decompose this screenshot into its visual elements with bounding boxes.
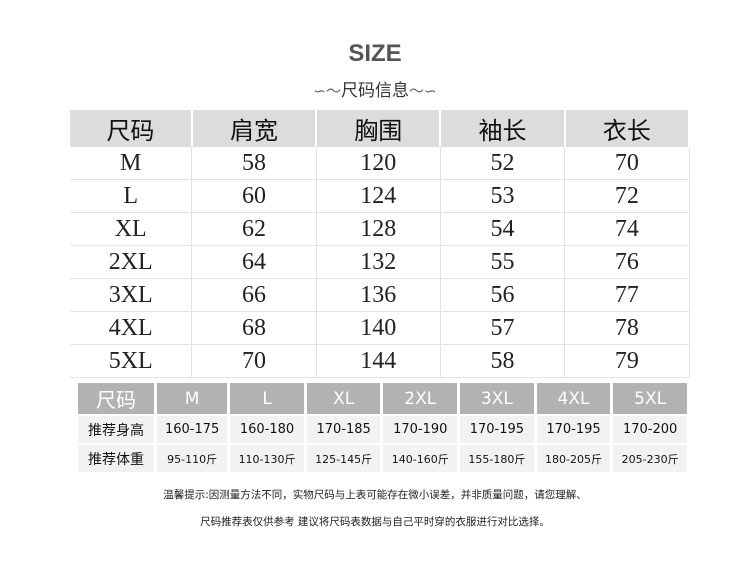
table-cell: 52 [440,147,566,180]
table-cell: 155-180斤 [458,443,537,472]
header-cell: 胸围 [316,110,442,147]
size-measurement-table: 尺码 肩宽 胸围 袖长 衣长 M 58 120 52 70 L 60 124 53 72 XL 62 1… [70,110,691,378]
table-cell: XL [70,212,193,246]
table-row: M 58 120 52 70 [70,147,690,180]
table-row: 推荐身高 160-175 160-180 170-185 170-190 170-195 1… [78,414,690,444]
header-cell: 尺码 [78,383,157,415]
table-cell: 76 [564,245,690,279]
table-cell: 70 [191,344,317,378]
table-cell: 64 [191,245,317,279]
table-cell: 170-185 [305,414,384,444]
table-cell: 124 [316,179,441,213]
table-cell: 160-180 [228,414,307,444]
table-cell: 74 [564,212,690,246]
row-label: 推荐身高 [78,414,157,444]
table-cell: 125-145斤 [305,443,384,472]
table-cell: 2XL [70,245,193,279]
disclaimer-note: 温馨提示:因测量方法不同，实物尺码与上表可能存在微小误差，并非质量问题，请您理解… [163,489,587,501]
table-cell: 3XL [70,278,193,312]
header-cell: 4XL [535,383,614,415]
header-cell: 袖长 [440,110,566,147]
table-row: 3XL 66 136 56 77 [70,278,690,312]
table-cell: 66 [191,278,317,312]
table-cell: 170-195 [535,414,614,444]
swirl-ornament-left-icon: ∽〜 [313,82,341,100]
subtitle-text: 尺码信息 [341,81,409,101]
table-cell: 70 [564,147,690,180]
table-cell: 132 [316,245,441,279]
header-cell: 衣长 [564,110,691,147]
table-header-row: 尺码 肩宽 胸围 袖长 衣长 [70,110,691,147]
size-recommendation-table: 尺码 M L XL 2XL 3XL 4XL 5XL 推荐身高 160-175 160-180 170… [78,383,690,472]
table-header-row: 尺码 M L XL 2XL 3XL 4XL 5XL [78,383,690,415]
table-row: 4XL 68 140 57 78 [70,311,690,345]
table-row: 推荐体重 95-110斤 110-130斤 125-145斤 140-160斤 155-1… [78,443,690,472]
table-cell: 77 [564,278,690,312]
table-cell: 58 [440,344,566,378]
swirl-ornament-right-icon: 〜∽ [409,82,437,100]
table-row: XL 62 128 54 74 [70,212,690,246]
table-cell: 120 [316,147,441,180]
table-cell: 95-110斤 [155,443,231,472]
table-cell: L [70,179,193,213]
table-cell: 205-230斤 [611,443,690,472]
recommendation-note: 尺码推荐表仅供参考 建议将尺码表数据与自己平时穿的衣服进行对比选择。 [200,516,550,528]
row-label: 推荐体重 [78,443,157,472]
page-title: SIZE [348,40,402,67]
table-cell: 110-130斤 [228,443,307,472]
table-row: 2XL 64 132 55 76 [70,245,690,279]
header-cell: 2XL [381,383,461,415]
table-cell: 180-205斤 [535,443,614,472]
header-cell: L [228,383,307,415]
header-cell: 3XL [458,383,537,415]
header-cell: 5XL [611,383,690,415]
table-row: 5XL 70 144 58 79 [70,344,690,378]
header-cell: XL [305,383,384,415]
table-cell: 55 [440,245,566,279]
table-cell: 56 [440,278,566,312]
table-cell: 170-190 [381,414,461,444]
table-cell: 57 [440,311,566,345]
table-cell: 140-160斤 [381,443,461,472]
table-cell: 170-200 [611,414,690,444]
table-cell: 170-195 [458,414,537,444]
table-cell: 5XL [70,344,193,378]
table-cell: 72 [564,179,690,213]
table-cell: 79 [564,344,690,378]
table-cell: 160-175 [155,414,231,444]
subtitle: ∽〜尺码信息〜∽ [0,76,750,101]
table-cell: 144 [316,344,441,378]
table-cell: 54 [440,212,566,246]
table-cell: 136 [316,278,441,312]
table-cell: 140 [316,311,441,345]
header-cell: 肩宽 [191,110,318,147]
header-cell: 尺码 [70,110,193,147]
table-row: L 60 124 53 72 [70,179,690,213]
table-cell: M [70,147,193,180]
table-cell: 68 [191,311,317,345]
header-cell: M [155,383,231,415]
table-cell: 60 [191,179,317,213]
table-cell: 128 [316,212,441,246]
table-cell: 4XL [70,311,193,345]
table-cell: 78 [564,311,690,345]
table-cell: 62 [191,212,317,246]
table-cell: 58 [191,147,317,180]
table-cell: 53 [440,179,566,213]
